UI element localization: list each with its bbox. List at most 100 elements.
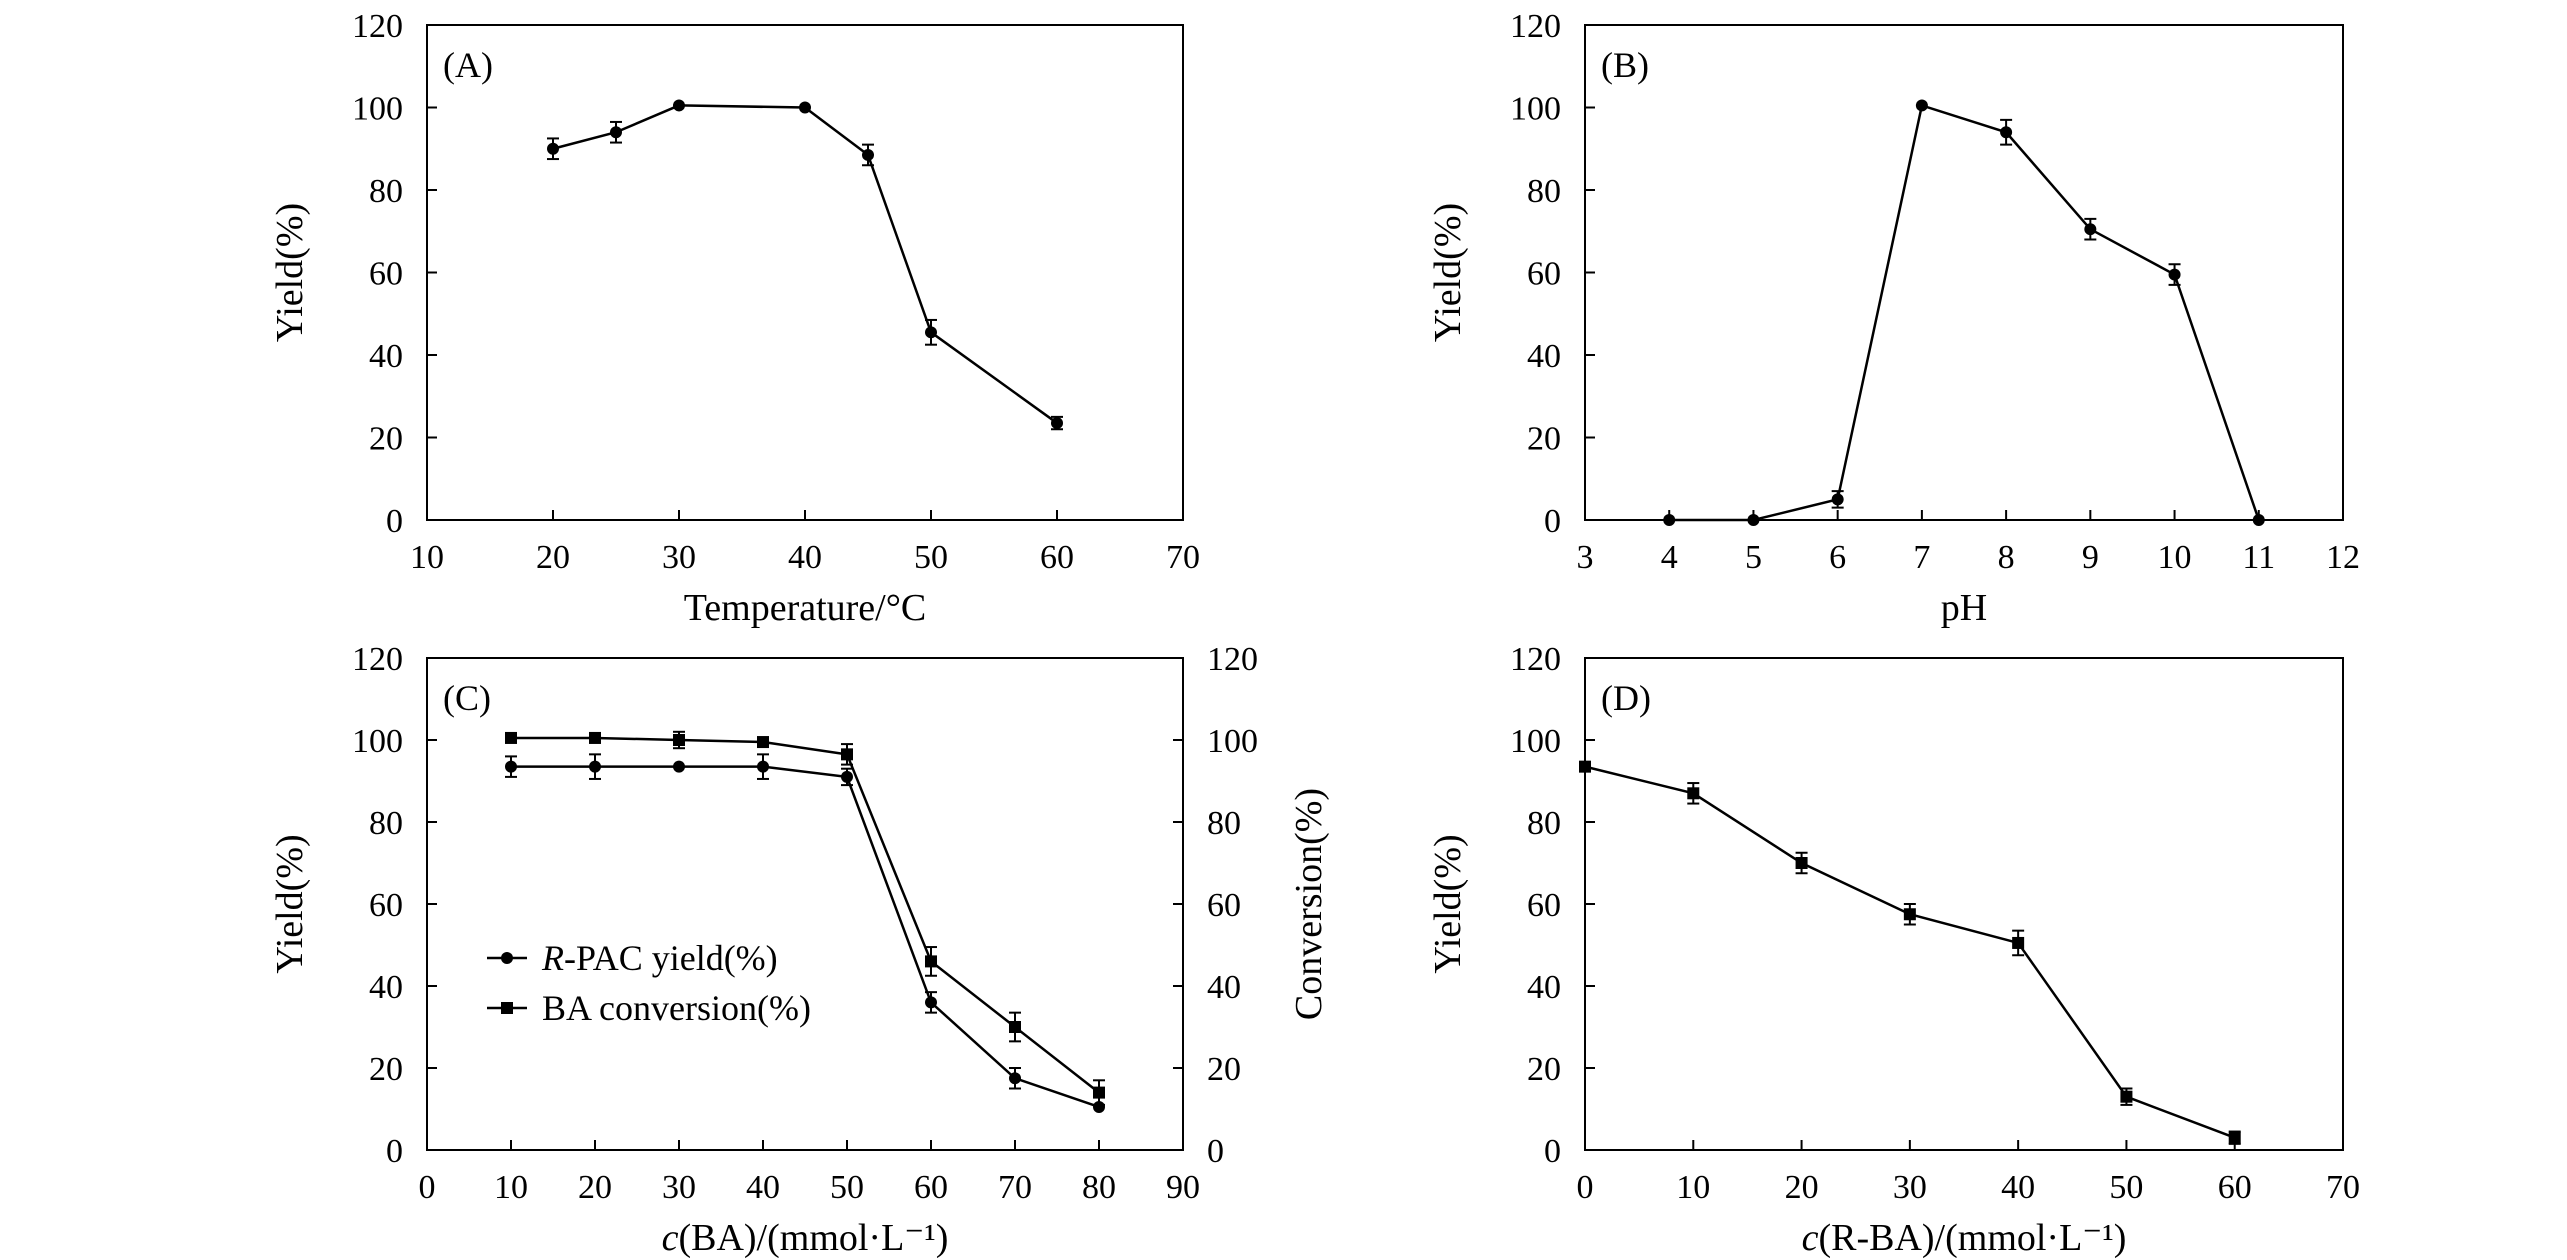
data-point — [757, 760, 769, 773]
y-tick-label: 20 — [369, 421, 403, 458]
x-tick-label: 40 — [2001, 1169, 2035, 1206]
y-tick-label: 100 — [352, 91, 403, 128]
panel-a-chart: 10 20 30 40 50 60 70 0 20 40 60 80 100 120 (A) Yield(%)… — [269, 8, 1200, 629]
x-tick-label: 10 — [410, 539, 444, 576]
y-tick-label: 40 — [369, 338, 403, 375]
y-tick-label: 40 — [369, 969, 403, 1006]
data-point — [757, 736, 769, 749]
x-tick-label: 5 — [1745, 539, 1762, 576]
x-tick-label: 70 — [1166, 539, 1200, 576]
data-point — [1579, 760, 1591, 773]
x-tick-label: 4 — [1661, 539, 1678, 576]
legend-label-italic: R — [541, 938, 564, 978]
x-axis-label: c(BA)/(mmol·L⁻¹) — [662, 1217, 949, 1259]
x-tick-label: 6 — [1829, 539, 1846, 576]
x-tick-label: 9 — [2082, 539, 2099, 576]
data-point — [841, 770, 853, 783]
data-point — [925, 996, 937, 1009]
legend-marker — [501, 952, 513, 964]
x-tick-label: 3 — [1577, 539, 1594, 576]
y2-tick-label: 40 — [1207, 969, 1241, 1006]
data-point — [862, 148, 874, 161]
x-tick-label: 70 — [998, 1169, 1032, 1206]
x-tick-label: 40 — [746, 1169, 780, 1206]
legend-label-text: BA conversion(%) — [542, 988, 811, 1028]
data-point — [589, 731, 601, 744]
x-tick-label: 60 — [2218, 1169, 2252, 1206]
data-point — [1009, 1021, 1021, 1033]
y-tick-label: 100 — [1510, 91, 1561, 128]
data-point — [1747, 514, 1760, 526]
data-point — [2084, 223, 2097, 236]
y-tick-label: 120 — [352, 8, 403, 45]
x-axis-label-italic: c — [1802, 1217, 1819, 1259]
x-tick-label: 20 — [578, 1169, 612, 1206]
y-tick-label: 80 — [369, 173, 403, 210]
panel-b-chart: 3 4 5 6 7 8 9 10 11 12020406080100120(B)Yield(%)p… — [1427, 8, 2360, 629]
x-tick-label: 0 — [419, 1169, 436, 1206]
legend-label: R-PAC yield(%) — [541, 938, 778, 978]
data-point — [1051, 417, 1063, 430]
x-tick-label: 30 — [1893, 1169, 1927, 1206]
y-tick-label: 60 — [1527, 887, 1561, 924]
data-point — [1915, 99, 1928, 112]
data-point — [1903, 908, 1916, 921]
y-tick-label: 0 — [1544, 1133, 1561, 1170]
data-point — [2168, 268, 2181, 281]
x-tick-label: 50 — [830, 1169, 864, 1206]
x-tick-label: 10 — [1676, 1169, 1710, 1206]
x-tick-label: 12 — [2326, 539, 2360, 576]
y2-axis-label: Conversion(%) — [1288, 788, 1330, 1020]
y-tick-label: 60 — [1527, 256, 1561, 293]
y-axis-label: Yield(%) — [269, 834, 311, 973]
y2-tick-label: 120 — [1207, 641, 1258, 678]
y-tick-label: 120 — [352, 641, 403, 678]
x-tick-label: 30 — [662, 1169, 696, 1206]
x-tick-label: 20 — [1785, 1169, 1819, 1206]
y-tick-label: 100 — [352, 723, 403, 760]
legend-marker — [501, 1002, 513, 1014]
y2-tick-label: 100 — [1207, 723, 1258, 760]
panel-label: (A) — [443, 45, 493, 85]
data-point — [841, 748, 853, 761]
data-point — [1795, 857, 1808, 869]
y-tick-label: 0 — [1544, 503, 1561, 540]
series-line — [511, 765, 1100, 1109]
x-tick-label: 80 — [1082, 1169, 1116, 1206]
y-tick-label: 100 — [1510, 723, 1561, 760]
data-point — [2252, 514, 2265, 526]
panel-label: (B) — [1601, 45, 1649, 85]
y2-tick-label: 80 — [1207, 805, 1241, 842]
y-tick-label: 60 — [369, 256, 403, 293]
data-point — [1831, 493, 1844, 506]
x-tick-label: 11 — [2242, 539, 2275, 576]
x-tick-label: 10 — [2158, 539, 2192, 576]
y-tick-label: 20 — [1527, 1051, 1561, 1088]
x-tick-label: 7 — [1913, 539, 1930, 576]
x-tick-label: 60 — [914, 1169, 948, 1206]
data-point — [547, 142, 559, 155]
x-tick-label: 30 — [662, 539, 696, 576]
panel-d-chart: 0 10 20 30 40 50 60 70 0 20 40 60 80 100 120 (D) Yield(%… — [1427, 641, 2360, 1259]
y-tick-label: 120 — [1510, 8, 1561, 45]
panel-c-chart: 0 10 20 30 40 50 60 70 80 90020406080100120020406… — [269, 641, 1330, 1259]
y-tick-label: 80 — [1527, 805, 1561, 842]
x-tick-label: 40 — [788, 539, 822, 576]
data-point — [925, 326, 937, 339]
y-axis-label: Yield(%) — [1427, 203, 1469, 342]
data-point — [1663, 514, 1676, 526]
x-tick-label: 10 — [494, 1169, 528, 1206]
legend-label-text: -PAC yield(%) — [564, 938, 778, 978]
data-point — [1687, 787, 1700, 800]
y-tick-label: 0 — [386, 503, 403, 540]
x-tick-label: 8 — [1998, 539, 2015, 576]
x-axis-label: c(R-BA)/(mmol·L⁻¹) — [1802, 1217, 2127, 1259]
y-tick-label: 60 — [369, 887, 403, 924]
data-point — [505, 731, 517, 744]
y2-tick-label: 20 — [1207, 1051, 1241, 1088]
data-point — [673, 760, 685, 773]
data-point — [925, 955, 937, 968]
y-axis-label: Yield(%) — [1427, 834, 1469, 973]
panel-label: (D) — [1601, 678, 1651, 718]
